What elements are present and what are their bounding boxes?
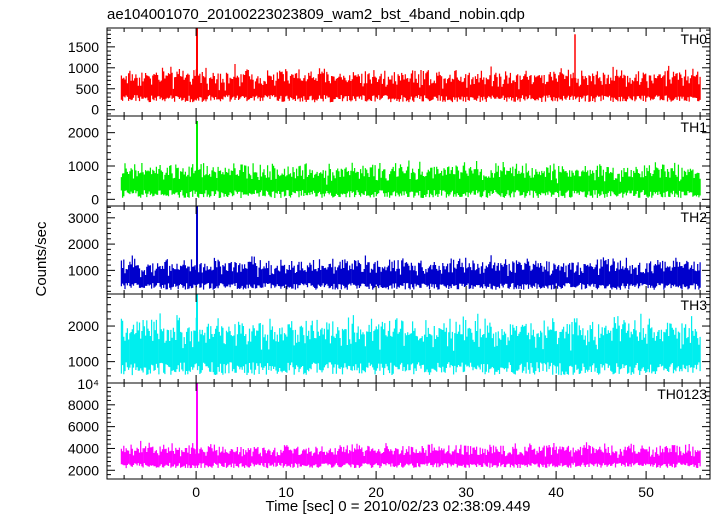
y-tick-label: 2000 [68,318,99,334]
series-line-th3 [120,313,701,376]
x-tick-label: 20 [368,484,384,500]
y-tick-label: 6000 [68,419,99,435]
y-tick-label: 1000 [68,354,99,370]
y-tick-label: 8000 [68,397,99,413]
y-tick-label: 1000 [68,158,99,174]
x-tick-label: 0 [192,484,200,500]
series-line-th0 [120,64,701,103]
panel-th0: 0 500 1000 1500 TH0 [68,27,711,118]
panel-label: TH0 [681,31,708,47]
x-tick-label: 50 [638,484,654,500]
axis-multiplier: 10⁴ [77,376,99,392]
x-axis-label: Time [sec] 0 = 2010/02/23 02:38:09.449 [265,498,530,515]
y-tick-label: 500 [76,81,100,97]
y-tick-label: 1000 [68,60,99,76]
x-tick-label: 40 [548,484,564,500]
x-tick-label: 30 [458,484,474,500]
panel-label: TH3 [681,297,708,313]
y-tick-label: 1500 [68,39,99,55]
y-tick-label: 3000 [68,210,99,226]
chart-title: ae104001070_20100223023809_wam2_bst_4ban… [107,6,525,23]
y-tick-label: 2000 [68,236,99,252]
y-tick-label: 2000 [68,125,99,141]
panel-th3: 1000 2000 TH3 [68,293,711,384]
panel-label: TH1 [681,119,708,135]
series-line-th1 [120,160,701,198]
y-tick-label: 0 [91,191,99,207]
panel-th0123: 2000 4000 6000 8000 TH0123 10⁴ [68,376,711,480]
panel-label: TH0123 [657,386,707,402]
panel-label: TH2 [681,209,708,225]
y-tick-label: 4000 [68,440,99,456]
y-tick-label: 0 [91,102,99,118]
y-tick-label: 1000 [68,262,99,278]
y-tick-label: 2000 [68,462,99,478]
series-line-th0123 [120,440,701,469]
series-line-th2 [120,255,701,290]
y-axis-label: Counts/sec [33,221,50,297]
panel-th1: 0 1000 2000 TH1 [68,115,711,207]
x-tick-label: 10 [278,484,294,500]
panel-th2: 1000 2000 3000 TH2 [68,205,711,295]
